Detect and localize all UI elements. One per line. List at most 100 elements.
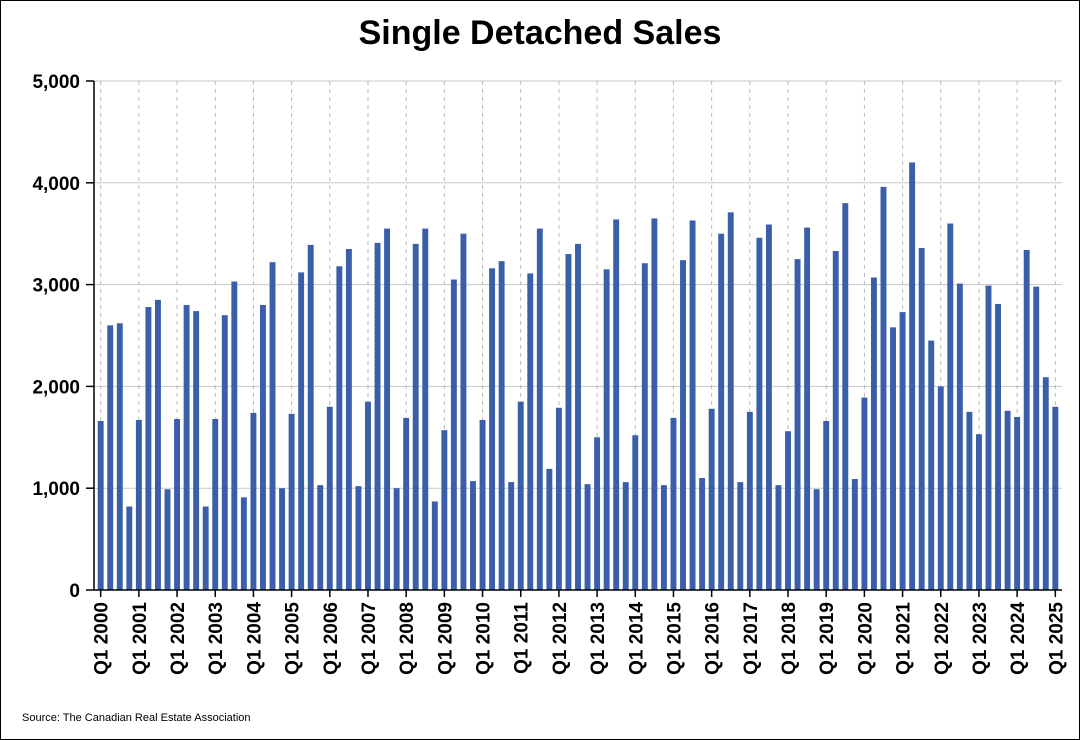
bar bbox=[584, 484, 591, 590]
x-tick-label: Q1 2006 bbox=[321, 602, 342, 675]
bar bbox=[832, 251, 839, 591]
x-tick-label: Q1 2007 bbox=[359, 602, 380, 675]
bar bbox=[870, 277, 877, 590]
bar bbox=[603, 269, 610, 590]
x-tick-label: Q1 2008 bbox=[397, 602, 418, 675]
bar bbox=[536, 228, 543, 591]
bar bbox=[622, 482, 629, 590]
bar bbox=[842, 203, 849, 590]
bar bbox=[517, 401, 524, 590]
bar bbox=[479, 419, 486, 590]
bar bbox=[890, 327, 896, 590]
bar bbox=[174, 418, 181, 590]
bar bbox=[384, 228, 391, 591]
bar bbox=[508, 482, 515, 590]
bar bbox=[365, 401, 371, 590]
bar bbox=[928, 340, 935, 590]
x-tick-label: Q1 2012 bbox=[550, 602, 571, 675]
x-tick-label: Q1 2025 bbox=[1046, 602, 1067, 675]
bar bbox=[498, 261, 505, 590]
x-tick-label: Q1 2016 bbox=[703, 602, 724, 675]
x-tick-label: Q1 2009 bbox=[435, 602, 456, 675]
bar bbox=[269, 262, 276, 590]
tick-labels: 0 1,000 2,000 3,000 4,000 5,000 Q1 2000 Q1 2001… bbox=[32, 72, 1067, 675]
bar bbox=[212, 418, 219, 590]
y-tick-label: 1,000 bbox=[32, 479, 80, 500]
bar bbox=[613, 219, 620, 590]
bar bbox=[202, 506, 209, 590]
bar bbox=[718, 233, 725, 590]
bar bbox=[164, 489, 171, 590]
bar bbox=[756, 237, 763, 590]
bar bbox=[326, 406, 333, 590]
bar bbox=[155, 299, 161, 590]
bar bbox=[116, 323, 123, 590]
bar bbox=[670, 417, 677, 590]
bar bbox=[97, 421, 104, 590]
bar bbox=[918, 247, 925, 590]
bar bbox=[737, 482, 744, 590]
bar bbox=[422, 228, 429, 591]
bar bbox=[689, 220, 696, 590]
bar-series bbox=[97, 162, 1059, 591]
bar bbox=[298, 272, 305, 590]
bar bbox=[813, 489, 820, 590]
bar bbox=[1033, 286, 1040, 590]
y-tick-label: 3,000 bbox=[32, 276, 80, 297]
bar bbox=[823, 421, 830, 590]
bar bbox=[555, 407, 562, 590]
bar bbox=[431, 501, 438, 590]
bar bbox=[489, 268, 496, 590]
bar bbox=[785, 431, 791, 590]
bar bbox=[775, 485, 782, 590]
bar bbox=[441, 430, 448, 590]
bar bbox=[565, 254, 572, 590]
bar bbox=[746, 411, 753, 590]
x-tick-label: Q1 2003 bbox=[206, 602, 227, 675]
bar bbox=[699, 478, 706, 590]
bar bbox=[794, 259, 801, 590]
bar bbox=[135, 419, 142, 590]
bar bbox=[107, 325, 114, 590]
x-tick-label: Q1 2022 bbox=[932, 602, 953, 675]
bar bbox=[1042, 377, 1049, 590]
bar bbox=[1052, 406, 1059, 590]
bar bbox=[336, 266, 343, 590]
bar bbox=[460, 233, 467, 590]
bar bbox=[355, 486, 362, 590]
axes bbox=[86, 80, 1062, 597]
bar bbox=[899, 312, 906, 590]
bar bbox=[527, 273, 534, 590]
bar bbox=[183, 304, 190, 590]
bar bbox=[145, 306, 152, 590]
source-note: Source: The Canadian Real Estate Associa… bbox=[22, 712, 251, 724]
bar bbox=[374, 242, 381, 590]
bar bbox=[956, 283, 963, 590]
bar bbox=[470, 481, 476, 590]
chart-title: Single Detached Sales bbox=[358, 14, 722, 52]
bar bbox=[450, 279, 457, 590]
bar bbox=[632, 435, 639, 590]
bar bbox=[680, 260, 686, 590]
bar bbox=[231, 281, 238, 590]
bar bbox=[660, 485, 667, 590]
bar bbox=[804, 227, 811, 591]
x-tick-label: Q1 2010 bbox=[474, 602, 495, 675]
bar bbox=[765, 224, 772, 590]
x-tick-label: Q1 2023 bbox=[970, 602, 991, 675]
bar bbox=[1004, 410, 1011, 590]
x-tick-label: Q1 2017 bbox=[741, 602, 762, 675]
bar bbox=[995, 303, 1001, 590]
bar bbox=[393, 488, 400, 590]
y-tick-label: 0 bbox=[69, 581, 80, 602]
x-tick-label: Q1 2019 bbox=[817, 602, 838, 675]
bar bbox=[260, 304, 266, 590]
y-tick-label: 5,000 bbox=[32, 72, 80, 93]
x-tick-label: Q1 2018 bbox=[779, 602, 800, 675]
bar bbox=[727, 212, 734, 590]
x-tick-label: Q1 2002 bbox=[168, 602, 189, 675]
bar bbox=[909, 162, 916, 590]
bar bbox=[126, 506, 133, 590]
bar bbox=[403, 417, 410, 590]
